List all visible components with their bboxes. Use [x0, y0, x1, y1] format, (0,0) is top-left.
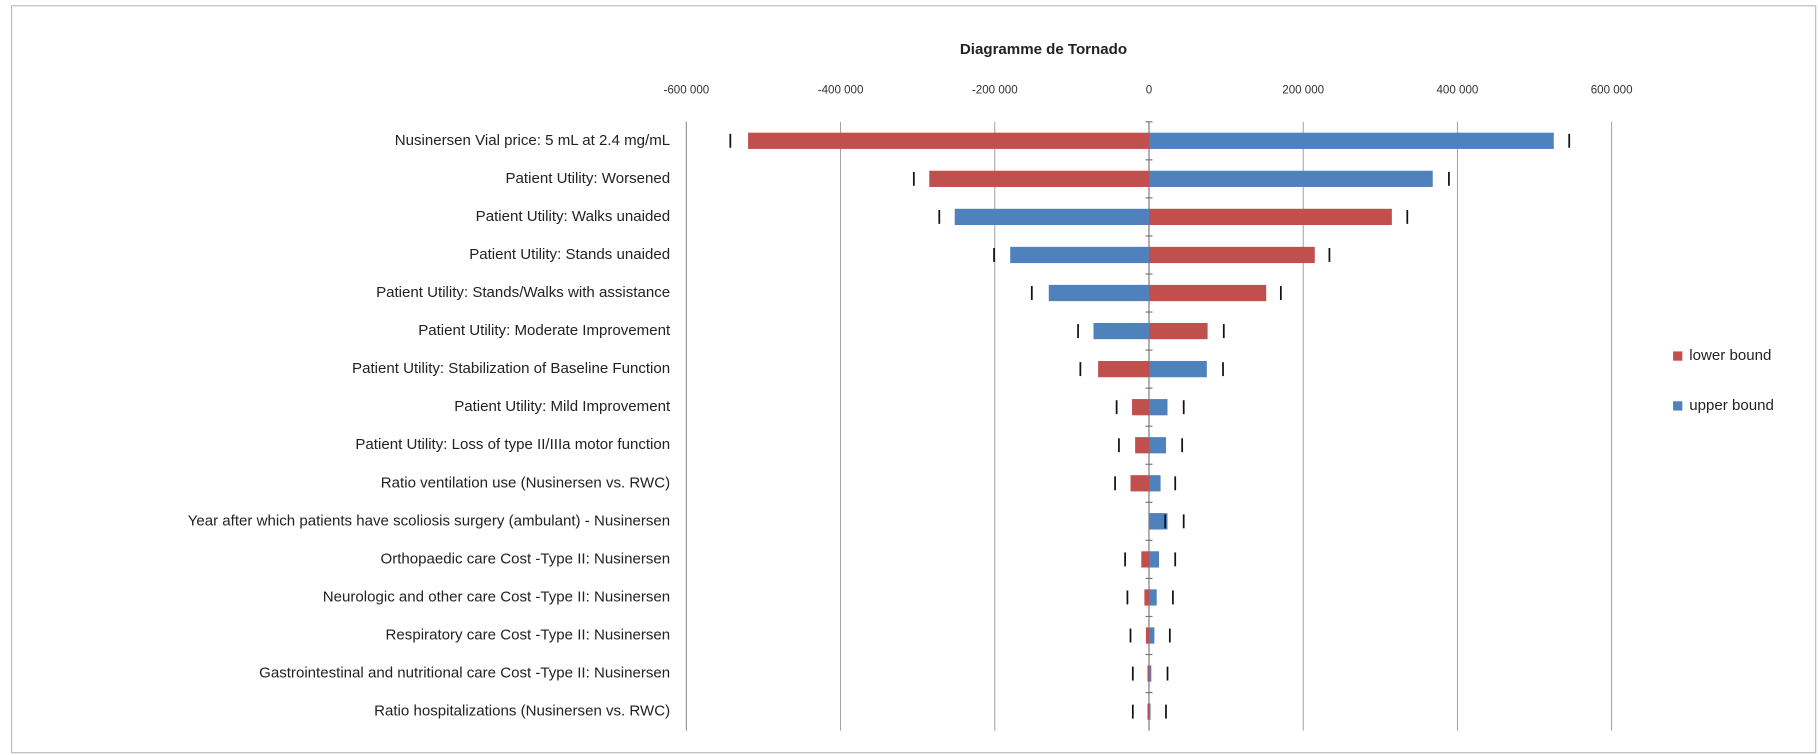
chart-title: Diagramme de Tornado	[960, 41, 1127, 58]
y-tick-label: Patient Utility: Loss of type II/IIIa mo…	[355, 436, 670, 453]
y-tick-label: Year after which patients have scoliosis…	[188, 512, 670, 529]
bar	[1130, 475, 1150, 492]
bar	[1149, 132, 1554, 149]
y-tick-label: Patient Utility: Stands/Walks with assis…	[376, 284, 670, 301]
legend-label: upper bound	[1689, 397, 1774, 414]
legend-swatch	[1673, 401, 1683, 411]
bar	[748, 132, 1150, 149]
x-tick-label: 200 000	[1282, 85, 1324, 97]
bar	[1010, 246, 1150, 264]
bar	[1135, 437, 1150, 454]
legend-label: lower bound	[1689, 347, 1771, 364]
bar	[1147, 703, 1150, 720]
bar	[1149, 284, 1267, 302]
bar	[1149, 399, 1168, 416]
x-tick-label: 600 000	[1591, 85, 1633, 97]
bar	[1145, 627, 1150, 644]
bar	[1149, 361, 1207, 378]
bar	[1093, 322, 1150, 340]
y-tick-label: Patient Utility: Stabilization of Baseli…	[352, 360, 670, 377]
bar	[1149, 513, 1168, 530]
bar	[1149, 665, 1152, 682]
x-tick-label: -200 000	[972, 85, 1018, 97]
bar	[1132, 399, 1150, 416]
y-tick-label: Neurologic and other care Cost -Type II:…	[323, 588, 670, 605]
y-tick-label: Respiratory care Cost -Type II: Nusiners…	[386, 626, 671, 643]
legend-swatch	[1673, 351, 1683, 361]
bar	[1147, 665, 1150, 682]
bar	[1098, 361, 1150, 378]
bar	[1149, 703, 1151, 720]
y-tick-label: Patient Utility: Stands unaided	[469, 246, 670, 263]
bar	[1149, 170, 1433, 187]
bar	[1149, 589, 1157, 606]
bar	[1149, 551, 1160, 568]
y-tick-label: Patient Utility: Walks unaided	[476, 208, 670, 225]
bar	[1141, 551, 1150, 568]
bar	[954, 208, 1150, 226]
chart-border	[11, 5, 1817, 754]
x-tick-label: -400 000	[818, 85, 864, 97]
y-tick-label: Nusinersen Vial price: 5 mL at 2.4 mg/mL	[395, 132, 670, 149]
bar	[1149, 246, 1315, 264]
y-tick-label: Gastrointestinal and nutritional care Co…	[259, 665, 670, 682]
y-tick-label: Ratio ventilation use (Nusinersen vs. RW…	[381, 474, 670, 491]
y-tick-label: Patient Utility: Mild Improvement	[454, 398, 671, 415]
y-tick-label: Ratio hospitalizations (Nusinersen vs. R…	[374, 703, 670, 720]
bar	[1149, 437, 1166, 454]
bar	[1149, 475, 1161, 492]
x-tick-label: 0	[1146, 85, 1152, 97]
bar	[1144, 589, 1150, 606]
x-tick-label: -600 000	[664, 85, 710, 97]
bar	[1149, 322, 1208, 340]
bar	[1149, 627, 1155, 644]
bar	[929, 170, 1150, 187]
x-tick-label: 400 000	[1436, 85, 1478, 97]
y-tick-label: Orthopaedic care Cost -Type II: Nusiners…	[381, 550, 671, 567]
bar	[1048, 284, 1150, 302]
y-tick-label: Patient Utility: Moderate Improvement	[418, 322, 671, 339]
bar	[1149, 208, 1392, 226]
y-tick-label: Patient Utility: Worsened	[506, 170, 671, 187]
